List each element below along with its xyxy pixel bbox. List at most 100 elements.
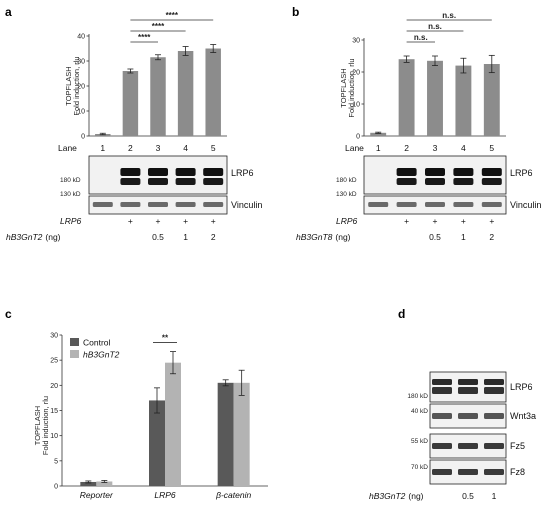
- kd-marker: 180 kD: [407, 393, 428, 400]
- bar-lane-2: [398, 59, 415, 137]
- band-lrp6-upper: [458, 379, 478, 385]
- bar-lane-3: [150, 57, 166, 136]
- x-tick-label: LRP6: [154, 490, 176, 500]
- kd-marker: 70 kD: [411, 464, 428, 471]
- vinculin-band: [425, 202, 445, 207]
- condition-amount: 2: [211, 232, 216, 242]
- condition-amount: 0.5: [429, 232, 441, 242]
- y-tick-label: 40: [77, 34, 85, 41]
- blot-label-fz8: Fz8: [510, 467, 525, 477]
- lane-label: Lane: [345, 143, 364, 153]
- y-tick-label: 25: [50, 358, 58, 365]
- panel-c-label: c: [5, 307, 12, 321]
- band-wnt3a: [484, 413, 504, 419]
- y-tick-label: 30: [77, 59, 85, 66]
- vinculin-band: [120, 202, 141, 207]
- blot-panel-b: Lane 1 2 3 4 5 LRP6 Vinculin 180 kD 130 kD L…: [296, 143, 541, 242]
- condition-mark: +: [156, 216, 161, 226]
- condition-amount: 1: [461, 232, 466, 242]
- lrp6-band-upper: [425, 168, 445, 176]
- significance-label: n.s.: [428, 22, 442, 31]
- y-tick-label: 0: [356, 134, 360, 141]
- y-tick-label: 30: [50, 333, 58, 340]
- vinculin-band: [175, 202, 196, 207]
- blot-label-fz5: Fz5: [510, 441, 525, 451]
- legend-swatch-control: [70, 338, 79, 346]
- lane-number: 5: [211, 143, 216, 153]
- bar-lane-5: [205, 48, 221, 136]
- vinculin-band: [92, 202, 113, 207]
- lrp6-bands: [120, 168, 224, 185]
- y-tick-label: 15: [50, 408, 58, 415]
- y-tick-label: 20: [50, 383, 58, 390]
- lrp6-band-lower: [203, 178, 224, 185]
- lane-number: 1: [100, 143, 105, 153]
- y-axis-title-line1: TOPFLASH: [339, 68, 348, 107]
- lrp6-band-lower: [396, 178, 417, 185]
- lane-number-row: 1 2 3 4 5: [100, 143, 215, 153]
- band-fz5: [432, 443, 452, 449]
- kd-marker: 55 kD: [411, 438, 428, 445]
- lane-number: 3: [156, 143, 161, 153]
- bar-hb3gnt2-2: [233, 382, 250, 486]
- lane-number-row: 1 2 3 4 5: [376, 143, 495, 153]
- condition-lrp6-marks: + + + +: [128, 216, 216, 226]
- condition-amount: 1: [492, 491, 497, 501]
- condition-amount: 2: [489, 232, 494, 242]
- blot-label-wnt3a: Wnt3a: [510, 411, 536, 421]
- band-wnt3a: [458, 413, 478, 419]
- legend-label-hb3gnt2: hB3GnT2: [83, 350, 120, 360]
- y-axis-title-line2: Fold induction, rlu: [72, 56, 81, 115]
- vinculin-band: [148, 202, 168, 207]
- bar-lane-1: [370, 132, 387, 136]
- vinculin-bands: [368, 202, 502, 207]
- bar-lane-4: [455, 65, 472, 136]
- condition-amount: 1: [183, 232, 188, 242]
- bar-control-2: [217, 382, 234, 486]
- lrp6-band-upper: [396, 168, 417, 176]
- vinculin-band: [481, 202, 502, 207]
- lane-number: 3: [433, 143, 438, 153]
- y-tick-label: 10: [77, 109, 85, 116]
- bar-control-1: [149, 400, 165, 486]
- vinculin-band: [203, 202, 224, 207]
- vinculin-band: [453, 202, 474, 207]
- kd-marker: 40 kD: [411, 408, 428, 415]
- condition-amount-marks: 0.5 1 2: [152, 232, 216, 242]
- vinculin-blot-label: Vinculin: [231, 200, 262, 210]
- bar-hb3gnt2-0: [96, 481, 113, 486]
- band-lrp6-upper: [484, 379, 504, 385]
- lane-number: 2: [404, 143, 409, 153]
- lrp6-band-upper: [120, 168, 141, 176]
- lrp6-blot-label: LRP6: [231, 168, 254, 178]
- lrp6-band-upper: [148, 168, 168, 176]
- band-fz5: [458, 443, 478, 449]
- y-axis-title-line2: Fold induction, rlu: [347, 58, 356, 117]
- significance-label: **: [162, 334, 169, 343]
- y-tick-label: 30: [352, 38, 360, 45]
- lrp6-blot-label: LRP6: [510, 168, 533, 178]
- condition-mark: +: [183, 216, 188, 226]
- condition-mark: +: [211, 216, 216, 226]
- band-lrp6-lower: [484, 387, 504, 394]
- band-wnt3a: [432, 413, 452, 419]
- lrp6-band-upper: [453, 168, 474, 176]
- y-tick-label: 5: [54, 458, 58, 465]
- kd-130-marker: 130 kD: [60, 191, 81, 198]
- lrp6-band-lower: [481, 178, 502, 185]
- vinculin-band: [396, 202, 417, 207]
- lrp6-bands: [396, 168, 502, 185]
- lane-number: 1: [376, 143, 381, 153]
- condition-lrp6-label: LRP6: [336, 216, 358, 226]
- condition-mark: +: [433, 216, 438, 226]
- kd-180-marker: 180 kD: [336, 177, 357, 184]
- y-tick-label: 10: [50, 433, 58, 440]
- chart-a: 0 10 20 30 40 TOPFLASH Fold induction, rlu ****…: [64, 11, 227, 141]
- y-tick-label: 0: [81, 134, 85, 141]
- blot-label-lrp6: LRP6: [510, 382, 533, 392]
- bar-hb3gnt2-1: [165, 362, 181, 486]
- lrp6-band-upper: [203, 168, 224, 176]
- y-tick-label: 10: [352, 102, 360, 109]
- y-axis-title-line2: Fold induction, rlu: [41, 396, 50, 455]
